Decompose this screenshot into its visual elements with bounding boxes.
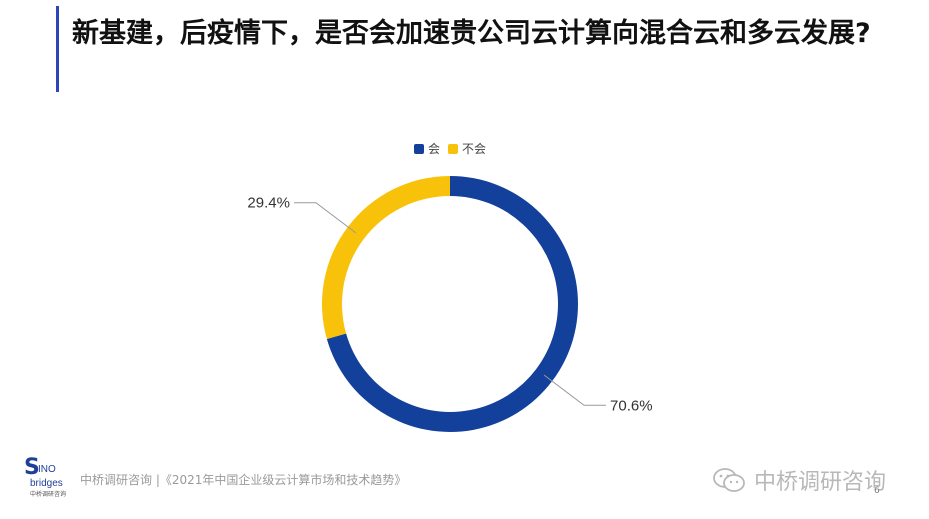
data-label-no: 29.4% — [247, 195, 290, 212]
legend-item-no: 不会 — [448, 140, 486, 157]
sinobridges-logo: S INO bridges 中桥调研咨询 — [24, 455, 66, 498]
legend-swatch-yes — [414, 143, 424, 154]
chart-legend: 会 不会 — [414, 140, 494, 157]
leader-line-no — [293, 202, 357, 234]
footer-source-text: 中桥调研咨询 |《2021年中国企业级云计算市场和技术趋势》 — [80, 473, 407, 487]
logo-letter: S — [24, 455, 40, 480]
legend-label-yes: 会 — [428, 142, 441, 156]
title-accent-bar — [56, 6, 59, 92]
legend-swatch-no — [448, 143, 459, 154]
logo-subtitle: 中桥调研咨询 — [30, 490, 66, 498]
data-label-yes: 70.6% — [610, 397, 653, 414]
legend-item-yes: 会 — [414, 140, 440, 157]
wechat-watermark: 中桥调研咨询 — [712, 464, 886, 496]
page-number: 6 — [874, 486, 880, 496]
legend-label-no: 不会 — [462, 142, 487, 156]
donut-slice-no — [322, 176, 450, 339]
leader-line-yes — [543, 374, 607, 406]
watermark-text: 中桥调研咨询 — [754, 470, 887, 495]
logo-line2: bridges — [30, 478, 63, 489]
page-title: 新基建，后疫情下，是否会加速贵公司云计算向混合云和多云发展? — [72, 18, 871, 49]
logo-line1: INO — [38, 464, 56, 475]
wechat-icon — [713, 468, 745, 492]
